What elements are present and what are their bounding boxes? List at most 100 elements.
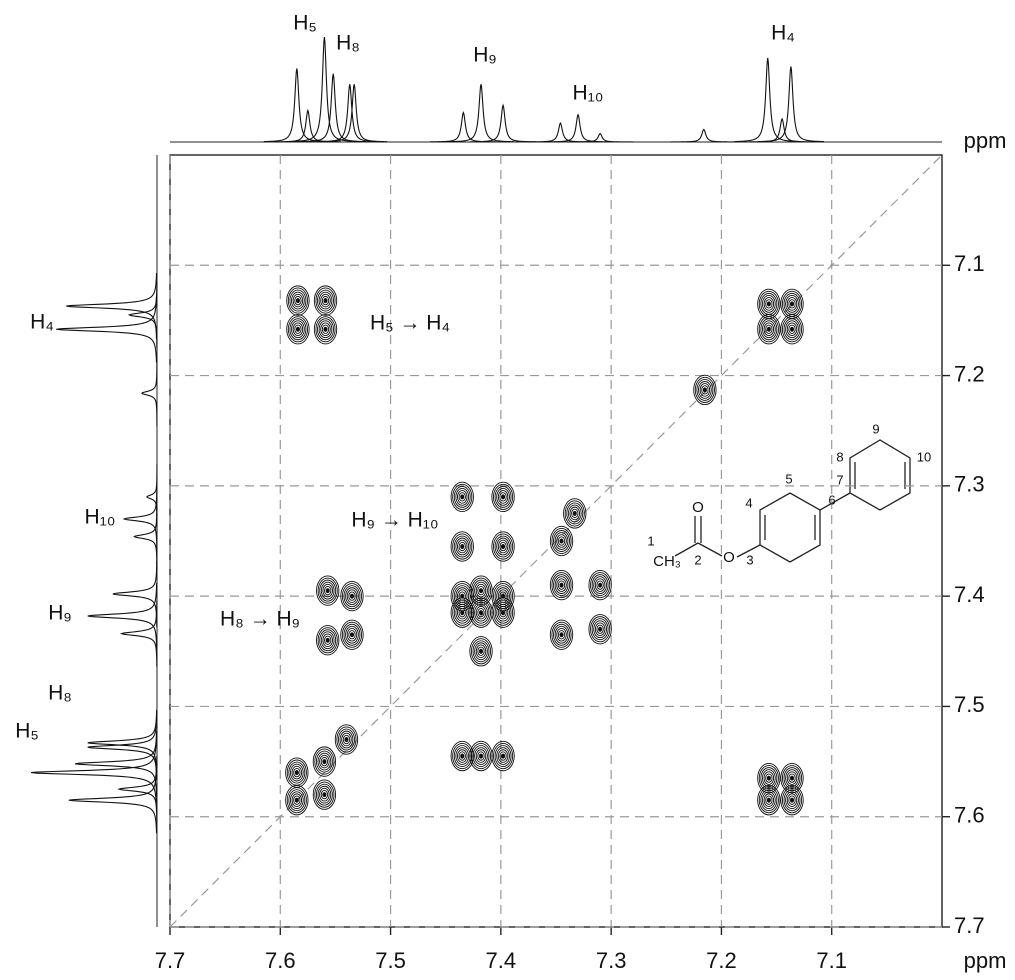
contour-line	[559, 632, 564, 638]
contour-line	[477, 646, 485, 656]
contour-line	[789, 301, 795, 307]
top-spectrum-peak	[757, 66, 825, 143]
contour-line	[458, 541, 466, 552]
contour-line	[457, 490, 468, 504]
contour-line	[342, 734, 351, 745]
contour-line	[340, 580, 364, 612]
contour-line	[494, 535, 512, 558]
contour-line	[590, 616, 611, 643]
contour-line	[455, 747, 470, 765]
contour-line	[317, 289, 334, 312]
contour-line	[475, 644, 487, 659]
structure-label: O	[723, 549, 735, 566]
contour-line	[593, 620, 607, 639]
x-tick-label: 7.5	[375, 948, 406, 973]
contour-line	[789, 326, 795, 332]
contour-line	[766, 301, 771, 307]
contour-line	[765, 795, 773, 805]
contour-line	[349, 632, 355, 638]
contour-line	[312, 779, 337, 810]
contour-line	[455, 603, 470, 622]
top-spectrum-peak	[447, 84, 515, 143]
contour-line	[316, 575, 340, 606]
contour-line	[559, 538, 564, 544]
contour-line	[472, 745, 490, 768]
contour-line	[783, 789, 801, 812]
left-spectrum-peak	[30, 739, 157, 806]
contour-line	[474, 747, 488, 765]
contour-line	[590, 572, 611, 599]
contour-line	[699, 383, 711, 397]
cross-peak	[469, 575, 493, 606]
structure-label: 9	[872, 421, 879, 436]
top-spectrum-peak	[321, 84, 388, 143]
contour-line	[701, 385, 709, 395]
contour-line	[457, 749, 468, 763]
left-spectrum-peak	[146, 463, 158, 530]
contour-line	[460, 610, 465, 616]
left-spectrum-peak	[56, 296, 158, 363]
contour-line	[470, 599, 492, 626]
contour-line	[452, 743, 473, 770]
contour-line	[765, 324, 773, 334]
contour-line	[763, 322, 775, 337]
y-tick-label: 7.5	[954, 692, 985, 717]
contour-line	[321, 324, 330, 334]
contour-line	[596, 580, 604, 590]
contour-line	[553, 623, 570, 646]
annotation: H₈ → H₉	[220, 608, 300, 631]
contour-line	[762, 769, 776, 787]
contour-line	[452, 599, 473, 626]
contour-line	[450, 597, 474, 628]
top-spectrum-peak	[300, 73, 367, 143]
contour-line	[783, 318, 801, 341]
contour-line	[313, 314, 338, 345]
contour-line	[322, 792, 327, 798]
contour-line	[786, 771, 798, 785]
contour-line	[591, 618, 609, 641]
contour-line	[474, 581, 488, 600]
contour-line	[572, 510, 577, 516]
cross-peak	[563, 498, 587, 529]
contour-line	[341, 732, 352, 747]
cross-peak	[285, 785, 309, 816]
contour-line	[453, 745, 471, 768]
y-tick-label: 7.7	[954, 913, 985, 938]
contour-line	[765, 299, 773, 309]
contour-line	[314, 781, 335, 808]
contour-line	[594, 578, 606, 592]
contour-line	[758, 316, 779, 343]
contour-line	[315, 316, 336, 343]
contour-line	[494, 485, 512, 508]
contour-line	[786, 297, 798, 311]
contour-line	[477, 608, 485, 618]
contour-line	[757, 762, 781, 794]
contour-line	[497, 605, 509, 620]
contour-line	[286, 787, 307, 814]
annotation: H₉ → H₁₀	[351, 509, 438, 532]
contour-line	[458, 751, 466, 761]
contour-line	[457, 605, 468, 620]
contour-line	[571, 508, 579, 519]
contour-line	[588, 614, 612, 645]
contour-line	[292, 322, 304, 337]
bond	[819, 492, 851, 511]
contour-line	[766, 797, 771, 803]
molecule-structure	[674, 439, 911, 563]
contour-line	[763, 297, 775, 311]
contour-line	[286, 285, 310, 316]
x-tick-label: 7.6	[265, 948, 296, 973]
contour-line	[694, 376, 715, 403]
contour-line	[781, 316, 803, 343]
contour-line	[339, 730, 354, 749]
contour-line	[324, 635, 332, 645]
contour-line	[336, 726, 357, 753]
contour-line	[320, 631, 335, 650]
contour-line	[760, 767, 778, 790]
contour-line	[474, 603, 488, 622]
bond	[736, 544, 761, 558]
contour-line	[696, 378, 714, 401]
cross-peak	[450, 597, 474, 628]
contour-line	[554, 625, 569, 644]
